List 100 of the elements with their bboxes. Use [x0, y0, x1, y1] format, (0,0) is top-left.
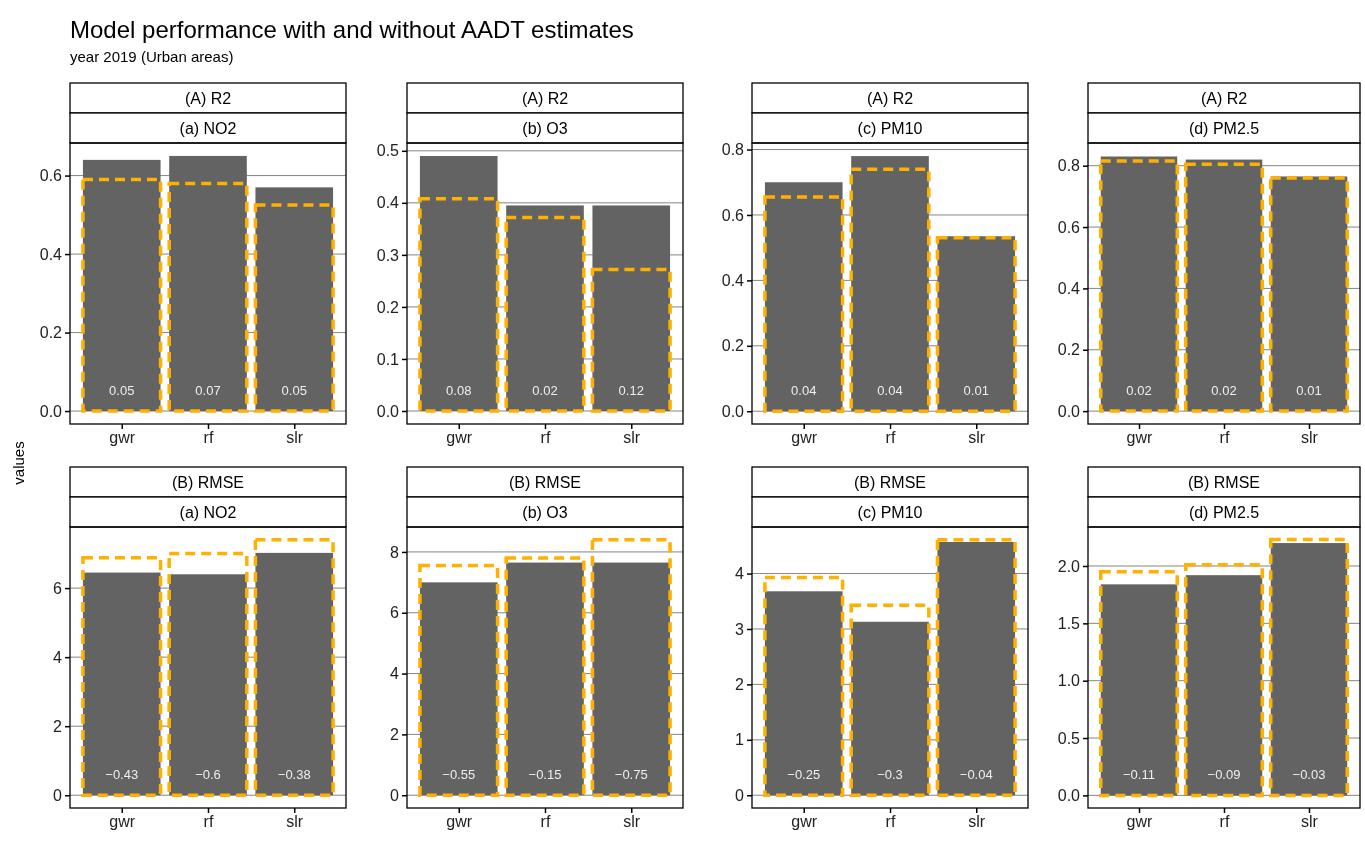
x-tick-label: gwr	[791, 429, 818, 447]
y-tick-label: 0.0	[721, 402, 745, 420]
chart-title: (B) RMSE	[172, 474, 244, 491]
chart-subtitle: (c) PM10	[857, 120, 923, 137]
annotation: 0.04	[877, 382, 903, 398]
x-tick-label: rf	[203, 813, 214, 831]
chart-title: (B) RMSE	[854, 474, 926, 491]
y-tick-label: 0.3	[376, 246, 400, 264]
x-tick-label: gwr	[109, 429, 136, 447]
x-tick-label: gwr	[446, 429, 473, 447]
x-tick-label: gwr	[446, 813, 473, 831]
annotation: 0.05	[281, 382, 307, 398]
x-tick-label: gwr	[109, 813, 136, 831]
annotation: −0.15	[528, 766, 562, 782]
x-tick-label: rf	[203, 429, 214, 447]
y-tick-label: 0.6	[1057, 218, 1081, 236]
x-tick-label: gwr	[791, 813, 818, 831]
y-tick-label: 0	[390, 786, 400, 804]
x-tick-label: slr	[1301, 813, 1319, 831]
chart-subtitle: (d) PM2.5	[1188, 120, 1260, 137]
y-tick-label: 0.0	[39, 402, 63, 420]
y-tick-label: 0.4	[376, 194, 400, 212]
y-tick-label: 0.0	[376, 402, 400, 420]
y-tick-label: 0.4	[1057, 280, 1081, 298]
annotation: −0.3	[877, 766, 903, 782]
y-tick-label: 0.1	[376, 350, 400, 368]
y-tick-label: 0.2	[376, 298, 400, 316]
text: year 2019 (Urban areas)	[70, 48, 234, 65]
chart-subtitle: (d) PM2.5	[1188, 504, 1260, 521]
y-tick-label: 2	[53, 717, 63, 735]
y-tick-label: 3	[735, 620, 745, 638]
y-tick-label: 2.0	[1057, 557, 1081, 575]
annotation: −0.75	[614, 766, 648, 782]
y-tick-label: 0.0	[1057, 787, 1081, 804]
y-tick-label: 0.0	[1057, 402, 1081, 420]
chart-subtitle: (b) O3	[522, 120, 568, 137]
annotation: 0.01	[963, 382, 989, 398]
x-tick-label: slr	[286, 813, 304, 831]
y-tick-label: 1.0	[1057, 672, 1081, 690]
x-tick-label: slr	[623, 813, 641, 831]
y-tick-label: 2	[735, 676, 745, 694]
y-tick-label: 0.2	[721, 337, 745, 355]
x-tick-label: rf	[1219, 813, 1230, 831]
annotation: −0.6	[195, 766, 221, 782]
annotation: 0.02	[1126, 382, 1152, 398]
y-tick-label: 0.2	[1057, 341, 1081, 359]
y-tick-label: 0.6	[39, 167, 63, 185]
chart-subtitle: (c) PM10	[857, 504, 923, 521]
x-tick-label: rf	[540, 429, 551, 447]
y-tick-label: 0	[53, 786, 63, 804]
annotation: 0.01	[1296, 382, 1322, 398]
annotation: 0.12	[618, 382, 644, 398]
x-tick-label: rf	[885, 813, 896, 831]
chart-title: (A) R2	[866, 90, 914, 107]
annotation: −0.04	[959, 766, 993, 782]
y-tick-label: 0.8	[721, 141, 745, 159]
chart-subtitle: (a) NO2	[179, 504, 237, 521]
chart-subtitle: (b) O3	[522, 504, 568, 521]
chart-title: (A) R2	[184, 90, 232, 107]
y-tick-label: 1	[735, 731, 745, 749]
x-tick-label: rf	[540, 813, 551, 831]
annotation: −0.55	[442, 766, 476, 782]
y-tick-label: 8	[390, 543, 400, 561]
y-tick-label: 0.5	[1057, 729, 1081, 747]
chart-title: (B) RMSE	[509, 474, 581, 491]
annotation: −0.09	[1207, 766, 1241, 782]
x-tick-label: gwr	[1126, 813, 1154, 831]
y-tick-label: 1.5	[1057, 614, 1081, 632]
annotation: 0.02	[532, 382, 558, 398]
y-tick-label: 4	[390, 665, 400, 683]
annotation: 0.02	[1211, 382, 1237, 398]
y-tick-label: 2	[390, 726, 400, 744]
y-tick-label: 0.4	[721, 272, 745, 290]
x-tick-label: slr	[968, 813, 986, 831]
y-tick-label: 0.8	[1057, 157, 1081, 175]
y-axis-title: values	[10, 441, 27, 485]
x-tick-label: slr	[286, 429, 304, 447]
x-tick-label: rf	[1219, 429, 1230, 447]
y-tick-label: 0.4	[39, 245, 63, 263]
x-tick-label: slr	[968, 429, 986, 447]
annotation: −0.11	[1123, 766, 1155, 782]
y-tick-label: 0.6	[721, 206, 745, 224]
annotation: −0.38	[277, 766, 311, 782]
x-tick-label: gwr	[1126, 429, 1154, 447]
chart-title: (B) RMSE	[1188, 474, 1260, 491]
annotation: −0.25	[787, 766, 821, 782]
y-tick-label: 4	[53, 648, 63, 666]
x-tick-label: rf	[885, 429, 896, 447]
annotation: −0.03	[1292, 766, 1326, 782]
chart-subtitle: (a) NO2	[179, 120, 237, 137]
chart-title: (A) R2	[521, 90, 569, 107]
annotation: 0.05	[109, 382, 135, 398]
y-tick-label: 4	[735, 565, 745, 583]
x-tick-label: slr	[623, 429, 641, 447]
y-tick-label: 6	[390, 604, 400, 622]
annotation: −0.43	[105, 766, 139, 782]
y-tick-label: 0.2	[39, 324, 63, 342]
y-tick-label: 0.5	[376, 142, 400, 160]
text: Model performance with and without AADT estimates	[70, 16, 634, 43]
y-tick-label: 6	[53, 579, 63, 597]
